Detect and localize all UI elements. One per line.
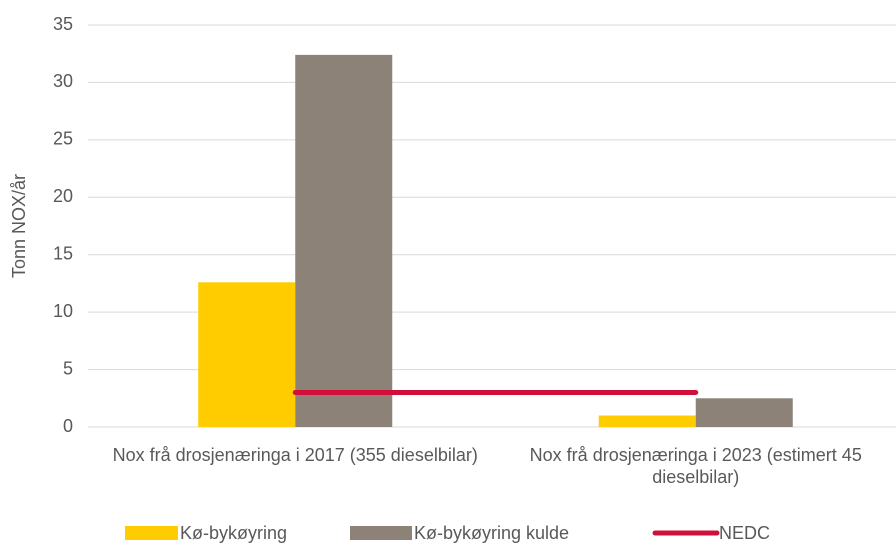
y-tick-label: 35 — [53, 14, 73, 34]
x-tick-label: Nox frå drosjenæringa i 2017 (355 diesel… — [112, 445, 478, 465]
legend-label: NEDC — [719, 523, 770, 543]
bar — [295, 54, 393, 428]
bar — [695, 398, 793, 427]
x-tick-label: Nox frå drosjenæringa i 2023 (estimert 4… — [529, 445, 862, 487]
bar — [598, 415, 696, 427]
y-axis-label: Tonn NOX/år — [9, 174, 29, 278]
y-tick-label: 25 — [53, 129, 73, 149]
legend-swatch — [350, 526, 412, 540]
bar — [198, 282, 296, 427]
legend-label: Kø-bykøyring — [180, 523, 287, 543]
y-tick-label: 10 — [53, 301, 73, 321]
y-tick-label: 30 — [53, 71, 73, 91]
y-tick-label: 20 — [53, 186, 73, 206]
y-tick-label: 5 — [63, 358, 73, 378]
legend-label: Kø-bykøyring kulde — [414, 523, 569, 543]
y-tick-label: 15 — [53, 243, 73, 263]
legend-swatch — [125, 526, 178, 540]
y-tick-label: 0 — [63, 416, 73, 436]
